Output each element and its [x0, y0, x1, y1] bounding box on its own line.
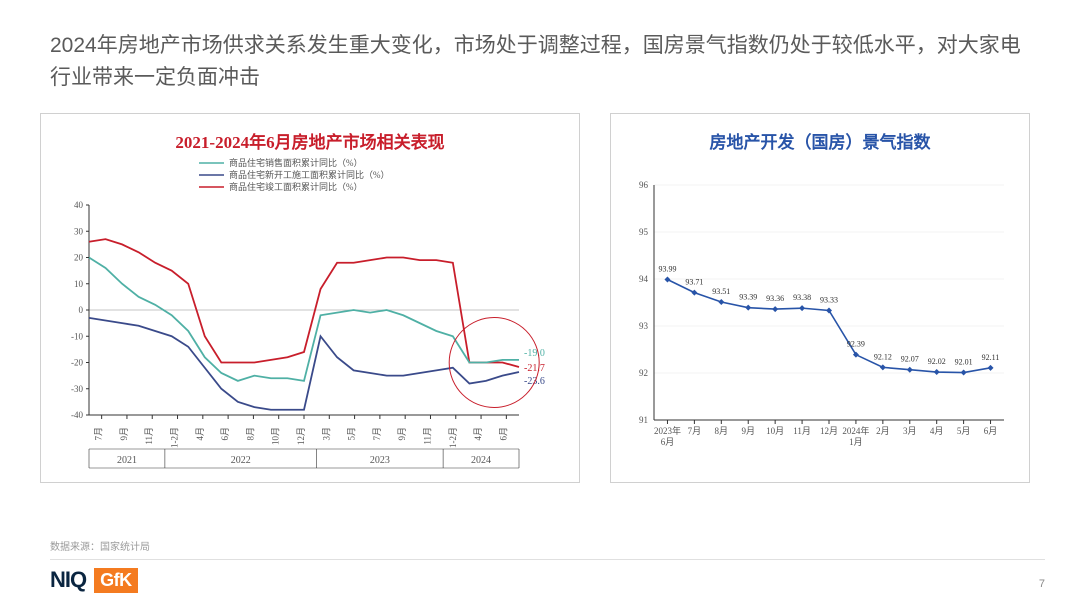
right-chart-title: 房地产开发（国房）景气指数: [619, 122, 1021, 155]
svg-text:商品住宅销售面积累计同比（%）: 商品住宅销售面积累计同比（%）: [229, 157, 363, 168]
svg-text:1-2月: 1-2月: [170, 427, 180, 448]
svg-text:5月: 5月: [957, 426, 971, 436]
svg-text:10月: 10月: [766, 426, 784, 436]
svg-text:4月: 4月: [930, 426, 944, 436]
svg-text:2021: 2021: [117, 455, 137, 466]
svg-text:91: 91: [639, 415, 648, 425]
svg-text:9月: 9月: [119, 427, 129, 441]
svg-text:0: 0: [79, 305, 84, 315]
svg-text:6月: 6月: [220, 427, 230, 441]
svg-text:11月: 11月: [144, 427, 154, 445]
svg-text:-20: -20: [71, 358, 83, 368]
svg-text:3月: 3月: [903, 426, 917, 436]
svg-text:93.38: 93.38: [793, 293, 811, 302]
svg-text:1-2月: 1-2月: [448, 427, 458, 448]
svg-text:2024: 2024: [471, 455, 491, 466]
svg-text:10月: 10月: [271, 427, 281, 445]
left-chart-svg: 商品住宅销售面积累计同比（%）商品住宅新开工施工面积累计同比（%）商品住宅竣工面…: [49, 155, 569, 475]
svg-text:9月: 9月: [741, 426, 755, 436]
svg-text:4月: 4月: [473, 427, 483, 441]
niq-logo: NIQ: [50, 567, 86, 593]
svg-text:-21.7: -21.7: [524, 363, 545, 374]
svg-text:12月: 12月: [296, 427, 306, 445]
svg-text:93.51: 93.51: [712, 287, 730, 296]
svg-text:10: 10: [74, 279, 84, 289]
svg-text:-10: -10: [71, 331, 83, 341]
svg-text:12月: 12月: [820, 426, 838, 436]
svg-text:2024年: 2024年: [842, 425, 869, 436]
svg-text:5月: 5月: [347, 427, 357, 441]
svg-text:6月: 6月: [984, 426, 998, 436]
svg-text:93: 93: [639, 321, 649, 331]
svg-text:6月: 6月: [498, 427, 508, 441]
svg-text:93.99: 93.99: [658, 264, 676, 273]
svg-text:93.39: 93.39: [739, 293, 757, 302]
left-chart-panel: 2021-2024年6月房地产市场相关表现 商品住宅销售面积累计同比（%）商品住…: [40, 113, 580, 483]
svg-text:-19.0: -19.0: [524, 348, 545, 359]
svg-text:92.01: 92.01: [955, 358, 973, 367]
svg-text:-40: -40: [71, 410, 83, 420]
page-number: 7: [1039, 578, 1045, 590]
footer-divider: [50, 559, 1045, 560]
svg-text:11月: 11月: [793, 426, 811, 436]
svg-text:92.39: 92.39: [847, 340, 865, 349]
svg-text:2023: 2023: [370, 455, 390, 466]
svg-text:2月: 2月: [876, 426, 890, 436]
svg-text:2022: 2022: [231, 455, 251, 466]
svg-text:1月: 1月: [849, 437, 863, 447]
svg-text:7月: 7月: [688, 426, 702, 436]
svg-text:商品住宅竣工面积累计同比（%）: 商品住宅竣工面积累计同比（%）: [229, 181, 363, 192]
svg-text:6月: 6月: [661, 437, 675, 447]
svg-text:93.36: 93.36: [766, 294, 784, 303]
page-title: 2024年房地产市场供求关系发生重大变化，市场处于调整过程，国房景气指数仍处于较…: [0, 0, 1080, 103]
svg-text:94: 94: [639, 274, 649, 284]
svg-text:92: 92: [639, 368, 648, 378]
svg-text:95: 95: [639, 227, 649, 237]
svg-text:93.71: 93.71: [685, 278, 703, 287]
svg-text:92.11: 92.11: [982, 353, 1000, 362]
svg-text:40: 40: [74, 200, 84, 210]
logos: NIQ GfK: [50, 567, 138, 593]
svg-text:92.12: 92.12: [874, 352, 892, 361]
left-chart-title: 2021-2024年6月房地产市场相关表现: [49, 122, 571, 155]
svg-text:92.07: 92.07: [901, 355, 919, 364]
svg-text:93.33: 93.33: [820, 295, 838, 304]
right-chart-panel: 房地产开发（国房）景气指数 91 92 93 94 95 96 93.99 93.71 93.5…: [610, 113, 1030, 483]
svg-text:20: 20: [74, 253, 84, 263]
gfk-logo: GfK: [94, 568, 138, 593]
charts-row: 2021-2024年6月房地产市场相关表现 商品住宅销售面积累计同比（%）商品住…: [0, 103, 1080, 483]
svg-text:4月: 4月: [195, 427, 205, 441]
svg-text:30: 30: [74, 226, 84, 236]
svg-text:11月: 11月: [422, 427, 432, 445]
svg-text:-30: -30: [71, 384, 83, 394]
svg-text:8月: 8月: [715, 426, 729, 436]
svg-text:-23.6: -23.6: [524, 376, 545, 387]
right-chart-svg: 91 92 93 94 95 96 93.99 93.71 93.51 93.39 93.36 93.…: [619, 155, 1019, 475]
svg-text:7月: 7月: [94, 427, 104, 441]
svg-text:9月: 9月: [397, 427, 407, 441]
svg-text:92.02: 92.02: [928, 357, 946, 366]
data-source: 数据来源：国家统计局: [50, 538, 150, 553]
svg-text:2023年: 2023年: [654, 425, 681, 436]
svg-text:8月: 8月: [245, 427, 255, 441]
svg-text:7月: 7月: [372, 427, 382, 441]
svg-text:96: 96: [639, 180, 649, 190]
svg-text:3月: 3月: [321, 427, 331, 441]
svg-text:商品住宅新开工施工面积累计同比（%）: 商品住宅新开工施工面积累计同比（%）: [229, 169, 390, 180]
